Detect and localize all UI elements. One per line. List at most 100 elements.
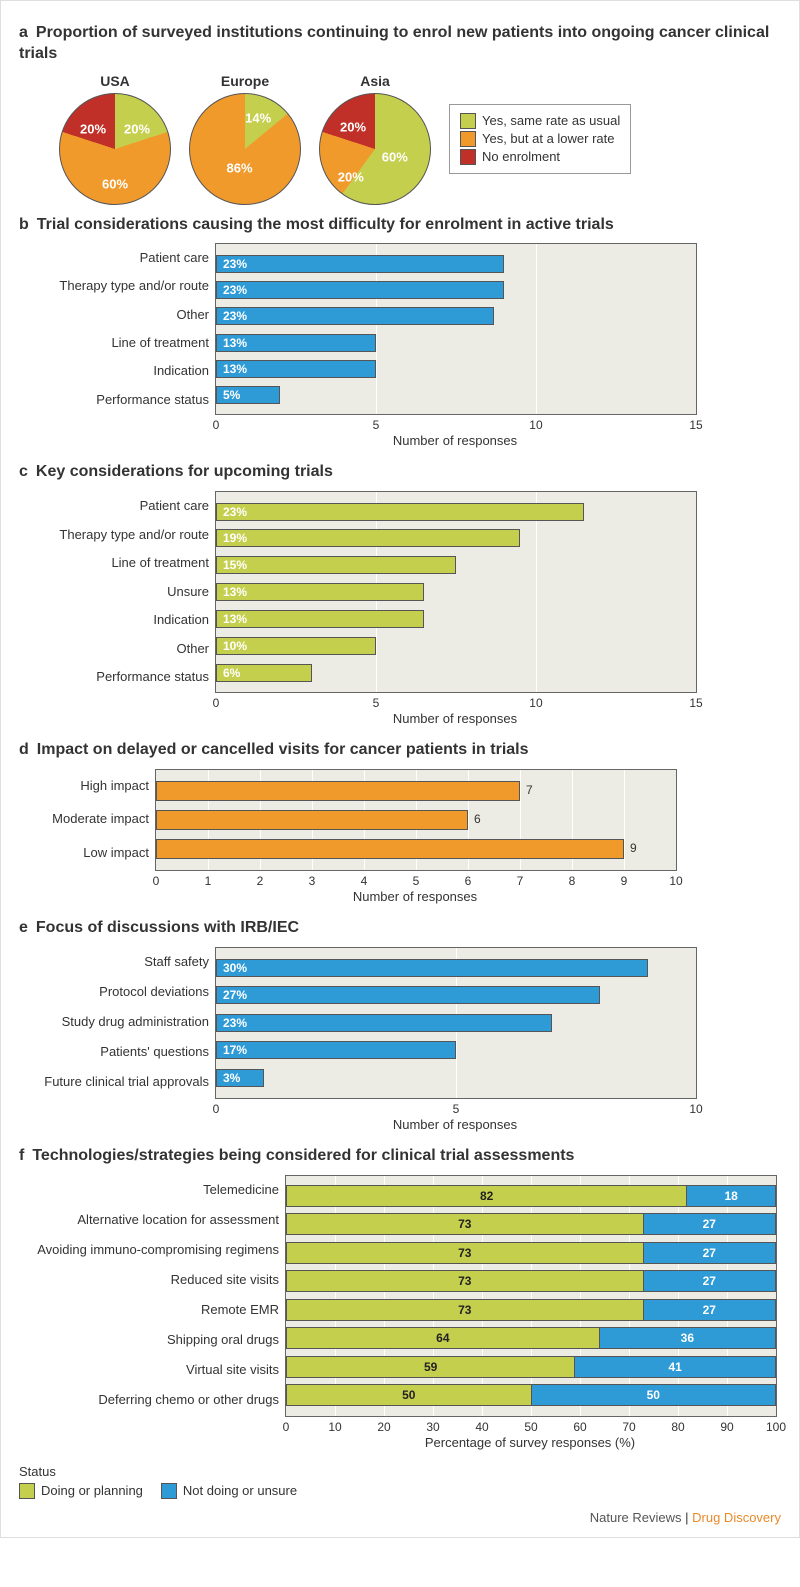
pie-slice-label: 20%	[338, 170, 364, 185]
bar: 15%	[216, 556, 456, 574]
stacked-bar: 7327	[286, 1213, 776, 1235]
y-label: High impact	[19, 778, 149, 793]
bars-container: 769	[156, 770, 676, 870]
bar: 23%	[216, 281, 504, 299]
seg-a: 73	[287, 1300, 644, 1320]
x-tick: 20	[377, 1420, 390, 1434]
bar-row: 27%	[216, 986, 696, 1004]
panel-f-title: fTechnologies/strategies being considere…	[19, 1146, 781, 1167]
bar-row: 23%	[216, 307, 696, 325]
y-label: Reduced site visits	[19, 1272, 279, 1287]
pie-slice-label: 60%	[382, 150, 408, 165]
stacked-bar: 7327	[286, 1242, 776, 1264]
legend-title: Status	[19, 1464, 781, 1479]
y-label: Moderate impact	[19, 811, 149, 826]
legend-item: Doing or planning	[19, 1483, 143, 1499]
bar-row: 15%	[216, 556, 696, 574]
x-tick: 70	[622, 1420, 635, 1434]
pie-slice-label: 14%	[245, 110, 271, 125]
bar	[156, 810, 468, 830]
pie-slice-label: 20%	[80, 121, 106, 136]
y-label: Performance status	[19, 669, 209, 684]
bar-row: 13%	[216, 334, 696, 352]
legend-item: Not doing or unsure	[161, 1483, 297, 1499]
pie-europe: Europe14%86%	[189, 73, 301, 205]
bar-row: 5%	[216, 386, 696, 404]
stacked-bar: 6436	[286, 1327, 776, 1349]
bars-container: 82187327732773277327643659415050	[286, 1176, 776, 1416]
bar: 13%	[216, 360, 376, 378]
y-label: Future clinical trial approvals	[19, 1074, 209, 1089]
panel-e-title: eFocus of discussions with IRB/IEC	[19, 918, 781, 939]
x-tick: 10	[529, 418, 542, 432]
bar-row: 23%	[216, 281, 696, 299]
seg-a: 73	[287, 1271, 644, 1291]
x-tick: 5	[373, 696, 380, 710]
x-axis-title: Number of responses	[215, 711, 695, 726]
attrib-journal: Nature Reviews	[590, 1510, 682, 1525]
y-label: Study drug administration	[19, 1014, 209, 1029]
y-label: Patients' questions	[19, 1044, 209, 1059]
x-axis-title: Number of responses	[215, 433, 695, 448]
hchart-e: Staff safety Protocol deviations Study dru…	[19, 947, 781, 1099]
bar-row: 5941	[286, 1356, 776, 1378]
panel-letter: b	[19, 216, 29, 233]
pie-slice-label: 20%	[340, 119, 366, 134]
legend-item: Yes, but at a lower rate	[460, 131, 620, 147]
pie-legend: Yes, same rate as usual Yes, but at a low…	[449, 104, 631, 174]
legend-swatch	[161, 1483, 177, 1499]
panel-letter: f	[19, 1147, 24, 1164]
hchart-d: High impactModerate impactLow impact7690…	[19, 769, 781, 871]
seg-a: 50	[287, 1385, 532, 1405]
bar: 6%	[216, 664, 312, 682]
bar-row: 7	[156, 781, 676, 801]
x-tick: 5	[413, 874, 420, 888]
x-tick: 15	[689, 696, 702, 710]
hchart-f: TelemedicineAlternative location for ass…	[19, 1175, 781, 1417]
x-tick: 4	[361, 874, 368, 888]
y-label: Performance status	[19, 392, 209, 407]
y-labels: Staff safety Protocol deviations Study dru…	[19, 947, 215, 1097]
x-tick: 0	[153, 874, 160, 888]
bar-row: 5050	[286, 1384, 776, 1406]
seg-a: 82	[287, 1186, 687, 1206]
plot-area: 769012345678910	[155, 769, 677, 871]
bar: 30%	[216, 959, 648, 977]
panel-letter: e	[19, 919, 28, 936]
x-tick: 90	[720, 1420, 733, 1434]
x-tick: 60	[573, 1420, 586, 1434]
y-label: Therapy type and/or route	[19, 527, 209, 542]
y-label: Protocol deviations	[19, 984, 209, 999]
seg-b: 27	[644, 1300, 775, 1320]
y-labels: Patient careTherapy type and/or routeLin…	[19, 491, 215, 691]
bar-row: 7327	[286, 1270, 776, 1292]
bar-row: 30%	[216, 959, 696, 977]
bar: 27%	[216, 986, 600, 1004]
seg-a: 73	[287, 1243, 644, 1263]
y-label: Unsure	[19, 584, 209, 599]
x-tick: 8	[569, 874, 576, 888]
bar-row: 13%	[216, 360, 696, 378]
status-legend: Status Doing or planning Not doing or unsu…	[19, 1464, 781, 1502]
x-tick: 10	[529, 696, 542, 710]
y-label: Avoiding immuno-compromising regimens	[19, 1242, 279, 1257]
pie-slice-label: 20%	[124, 121, 150, 136]
bar-row: 23%	[216, 255, 696, 273]
bar-row: 6	[156, 810, 676, 830]
y-label: Indication	[19, 612, 209, 627]
bar-row: 6%	[216, 664, 696, 682]
seg-b: 36	[600, 1328, 775, 1348]
bar-row: 23%	[216, 1014, 696, 1032]
plot-area: 23%23%23%13%13%5%051015	[215, 243, 697, 415]
bar	[156, 781, 520, 801]
seg-b: 41	[575, 1357, 775, 1377]
legend-label: No enrolment	[482, 149, 560, 164]
seg-b: 27	[644, 1243, 775, 1263]
pie-asia: Asia60%20%20%	[319, 73, 431, 205]
y-label: Staff safety	[19, 954, 209, 969]
legend-item: Yes, same rate as usual	[460, 113, 620, 129]
panel-a-title: aProportion of surveyed institutions con…	[19, 23, 781, 65]
bar-row: 3%	[216, 1069, 696, 1087]
legend-label: Doing or planning	[41, 1483, 143, 1498]
y-label: Low impact	[19, 845, 149, 860]
